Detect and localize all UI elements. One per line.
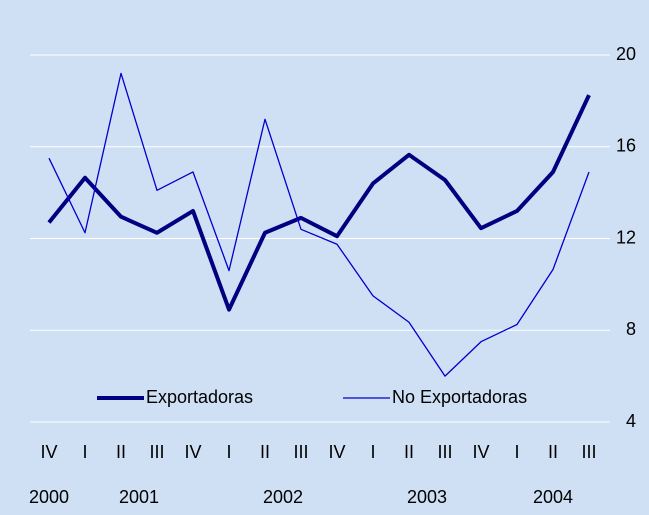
x-tick-label: I [514, 442, 519, 462]
y-tick-label: 16 [616, 136, 636, 156]
x-year-label: 2000 [29, 487, 69, 507]
x-tick-label: I [82, 442, 87, 462]
y-tick-label: 4 [626, 411, 636, 431]
x-year-label: 2001 [119, 487, 159, 507]
x-tick-label: III [581, 442, 596, 462]
x-tick-label: IV [40, 442, 57, 462]
x-tick-label: II [404, 442, 414, 462]
series-line [48, 72, 590, 377]
x-tick-label: I [370, 442, 375, 462]
y-tick-label: 8 [626, 319, 636, 339]
x-year-label: 2003 [407, 487, 447, 507]
x-tick-label: I [226, 442, 231, 462]
legend-label: No Exportadoras [392, 387, 527, 407]
x-year-label: 2004 [533, 487, 573, 507]
x-year-label: 2002 [263, 487, 303, 507]
x-tick-label: III [293, 442, 308, 462]
x-tick-label: IV [472, 442, 489, 462]
x-tick-label: IV [328, 442, 345, 462]
x-tick-label: II [116, 442, 126, 462]
x-tick-label: II [548, 442, 558, 462]
x-tick-label: IV [184, 442, 201, 462]
legend-label: Exportadoras [146, 387, 253, 407]
series-line [47, 94, 591, 312]
y-tick-label: 12 [616, 227, 636, 247]
y-tick-label: 20 [616, 44, 636, 64]
x-tick-label: III [149, 442, 164, 462]
x-tick-label: II [260, 442, 270, 462]
x-tick-label: III [437, 442, 452, 462]
